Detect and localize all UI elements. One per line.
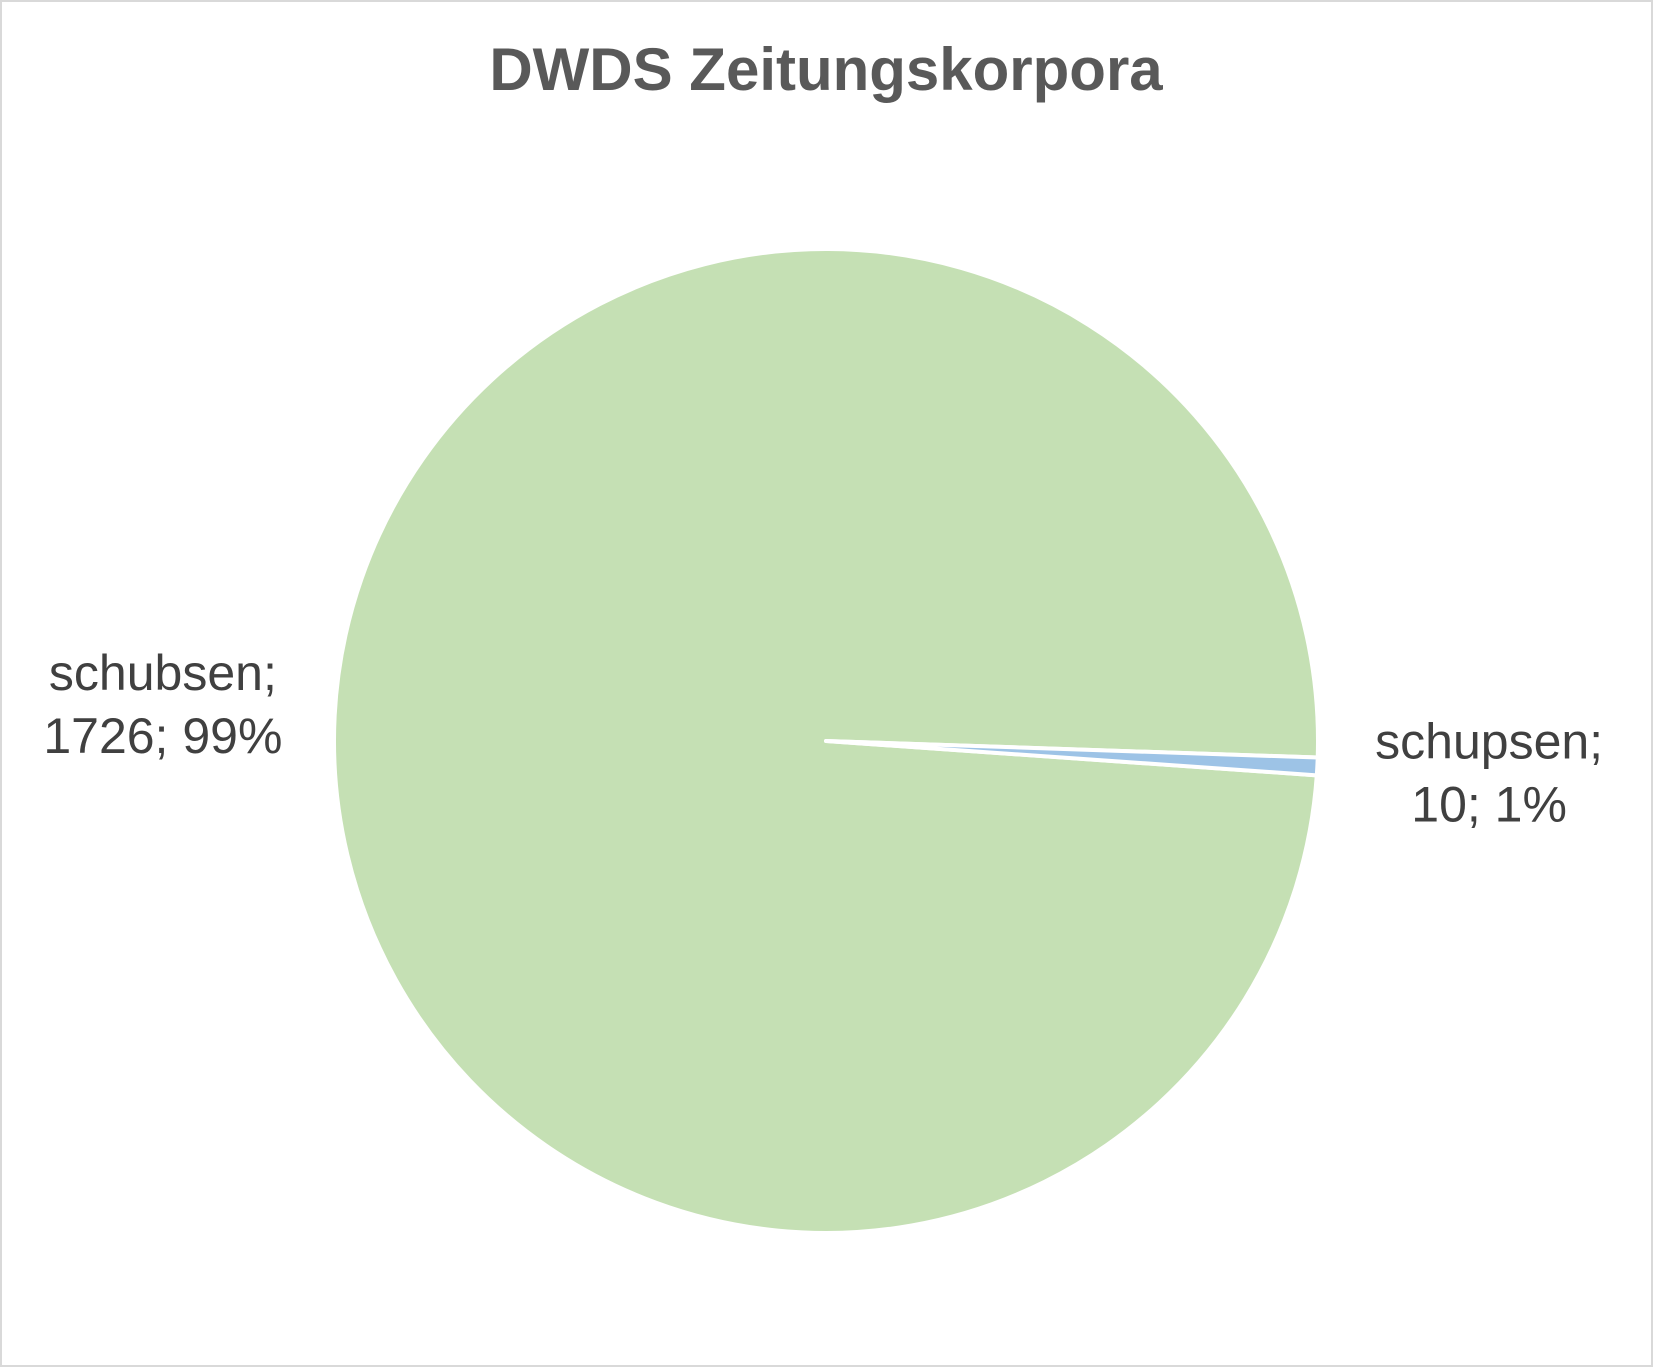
data-label-value: 1726; 99% — [43, 708, 282, 764]
data-label-name: schupsen; — [1375, 714, 1603, 770]
chart-title: DWDS Zeitungskorpora — [489, 36, 1163, 103]
data-label-name: schubsen; — [49, 645, 277, 701]
pie-slice — [824, 739, 1320, 778]
data-label-value: 10; 1% — [1411, 777, 1567, 833]
